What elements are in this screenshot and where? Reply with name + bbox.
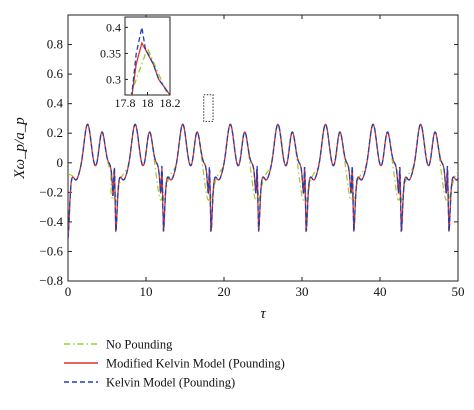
- zoom-region-marker: [203, 94, 214, 122]
- inset-frame: [124, 16, 171, 96]
- inset-series-no-pounding: [129, 46, 169, 95]
- y-tick-label: −0.6: [39, 243, 63, 258]
- y-tick-label: 0.2: [47, 125, 63, 140]
- inset-y-tick-label: 0.4: [106, 20, 121, 34]
- x-tick-label: 50: [452, 284, 465, 299]
- y-axis-label: Xω_p/a_p: [12, 117, 28, 180]
- inset-y-tick-label: 0.35: [100, 46, 121, 60]
- inset-x-tick-label: 18.2: [160, 96, 181, 110]
- y-tick-label: −0.2: [39, 184, 63, 199]
- y-tick-label: −0.8: [39, 273, 63, 288]
- x-tick-label: 10: [140, 284, 153, 299]
- x-tick-label: 0: [65, 284, 72, 299]
- inset-x-tick-label: 18: [142, 96, 154, 110]
- y-tick-label: 0.6: [47, 66, 64, 81]
- y-tick-label: 0.4: [47, 96, 64, 111]
- series-kelvin: [68, 123, 458, 239]
- x-tick-label: 30: [296, 284, 309, 299]
- inset-y-tick-label: 0.3: [106, 72, 121, 86]
- inset-plot: 17.8 18 18.2 0.3 0.35 0.4: [100, 16, 181, 110]
- legend-label: Modified Kelvin Model (Pounding): [106, 357, 285, 371]
- legend-item: Modified Kelvin Model (Pounding): [64, 357, 285, 371]
- inset-series-kelvin: [131, 27, 170, 95]
- legend-label: Kelvin Model (Pounding): [106, 376, 235, 390]
- series-layer: [68, 94, 458, 239]
- y-tick-label: −0.4: [39, 214, 63, 229]
- x-axis-label: τ: [260, 306, 266, 322]
- y-tick-label: 0.8: [47, 37, 63, 52]
- main-axes: 0 10 20 30 40 50 −0.8 −0.6 −0.4 −0.2 0 0.2 0.4 0.6 0.8: [39, 14, 465, 299]
- legend: No Pounding Modified Kelvin Model (Poundi…: [64, 338, 285, 390]
- x-tick-label: 40: [374, 284, 387, 299]
- legend-item: Kelvin Model (Pounding): [64, 376, 235, 390]
- legend-item: No Pounding: [64, 338, 173, 352]
- inset-x-tick-label: 17.8: [115, 96, 136, 110]
- x-tick-label: 20: [218, 284, 231, 299]
- plot-frame: [67, 14, 459, 282]
- legend-label: No Pounding: [106, 338, 173, 352]
- axis-labels: τ Xω_p/a_p: [12, 117, 266, 322]
- y-tick-label: 0: [57, 155, 64, 170]
